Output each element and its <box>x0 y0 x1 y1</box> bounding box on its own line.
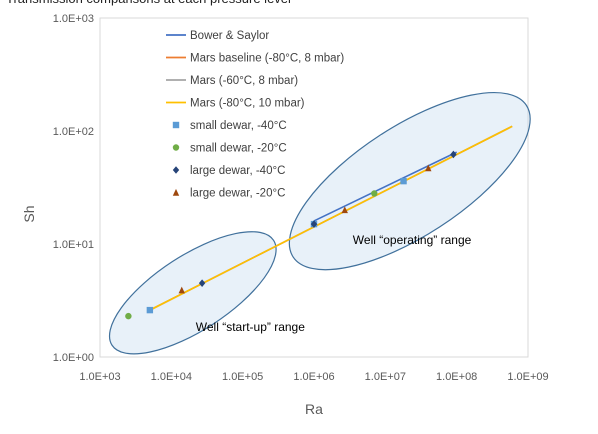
x-tick-label: 1.0E+09 <box>507 371 548 383</box>
point-small-dewar-20-c <box>371 190 378 197</box>
legend-item: Mars (-80°C, 10 mbar) <box>166 98 305 110</box>
legend-item: small dewar, -20°C <box>172 143 287 155</box>
legend-item: small dewar, -40°C <box>172 120 287 132</box>
legend-item: Bower & Saylor <box>166 30 269 42</box>
point-large-dewar-20-c <box>178 286 185 294</box>
legend-item: Mars (-60°C, 8 mbar) <box>166 75 298 87</box>
legend-swatch <box>172 166 180 174</box>
x-axis-title: Ra <box>305 401 323 417</box>
point-small-dewar-40-c <box>400 177 407 185</box>
point-large-dewar-40-c <box>310 220 318 228</box>
annotations-layer: Well “start-up” range Well “operating” ra… <box>196 233 472 334</box>
point-large-dewar-20-c <box>341 206 348 214</box>
x-tick-label: 1.0E+06 <box>293 371 334 383</box>
line-bower-saylor <box>313 151 458 222</box>
y-tick-label: 1.0E+02 <box>53 126 94 138</box>
ellipse-start-up <box>108 231 277 355</box>
point-large-dewar-40-c <box>198 279 206 287</box>
line-mars-80-c-10-mbar <box>149 125 513 311</box>
legend-swatch <box>172 144 180 151</box>
y-tick-label: 1.0E+03 <box>53 13 94 25</box>
legend-label: large dewar, -40°C <box>190 165 285 177</box>
legend-label: Mars (-80°C, 10 mbar) <box>190 98 305 110</box>
annotation-text: Well “operating” range <box>353 233 472 247</box>
y-tick-label: 1.0E+01 <box>53 239 94 251</box>
markers-layer <box>125 150 457 320</box>
annotation-text: Well “start-up” range <box>196 320 305 334</box>
caption-text: Transmission comparisons at each pressur… <box>6 0 596 9</box>
legend-label: Bower & Saylor <box>190 30 269 42</box>
y-axis-ticks: 1.0E+00 1.0E+01 1.0E+02 1.0E+03 <box>53 13 94 364</box>
lines-layer <box>149 125 513 311</box>
point-small-dewar-20-c <box>125 312 132 320</box>
x-tick-label: 1.0E+07 <box>365 371 406 383</box>
point-large-dewar-40-c <box>450 150 457 159</box>
legend: Bower & Saylor Mars baseline (-80°C, 8 mb… <box>166 30 344 200</box>
plot-area-border <box>99 17 529 358</box>
ellipse-operating <box>288 91 531 271</box>
x-tick-label: 1.0E+08 <box>436 371 477 383</box>
legend-label: Mars baseline (-80°C, 8 mbar) <box>190 53 344 65</box>
y-axis-title: Sh <box>21 205 37 222</box>
x-tick-label: 1.0E+05 <box>222 371 263 383</box>
y-tick-label: 1.0E+00 <box>53 352 94 364</box>
legend-swatch <box>172 121 180 129</box>
legend-item: large dewar, -40°C <box>172 165 285 177</box>
x-tick-label: 1.0E+04 <box>151 371 192 383</box>
point-large-dewar-20-c <box>425 164 432 172</box>
legend-label: Mars (-60°C, 8 mbar) <box>190 75 298 87</box>
legend-label: small dewar, -40°C <box>190 120 287 132</box>
legend-label: small dewar, -20°C <box>190 143 287 155</box>
legend-label: large dewar, -20°C <box>190 188 285 200</box>
point-small-dewar-40-c <box>146 306 154 314</box>
x-axis-ticks: 1.0E+03 1.0E+04 1.0E+05 1.0E+06 1.0E+07 1.0E+… <box>79 371 548 383</box>
ellipses-layer <box>108 91 531 355</box>
legend-item: large dewar, -20°C <box>172 188 285 200</box>
legend-item: Mars baseline (-80°C, 8 mbar) <box>166 53 344 65</box>
x-tick-label: 1.0E+03 <box>79 371 120 383</box>
legend-swatch <box>172 188 180 196</box>
